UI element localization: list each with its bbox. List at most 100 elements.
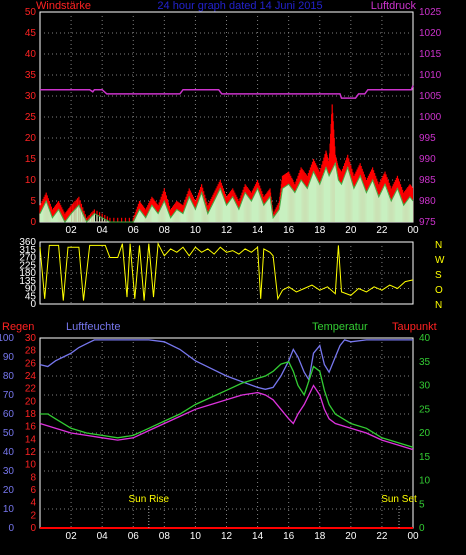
temperature-y-tick: 35 (419, 357, 431, 368)
taupunkt-label: Taupunkt (392, 321, 437, 333)
wind-y-tick: 15 (25, 154, 37, 165)
x-tick-label: 18 (314, 531, 326, 542)
temperature-y-tick: 20 (419, 428, 431, 439)
wind-y-tick: 45 (25, 28, 37, 39)
rain-y-tick: 14 (25, 434, 37, 445)
x-tick-label: 10 (190, 225, 202, 236)
pressure-y-tick: 1010 (419, 70, 442, 81)
direction-y-tick: 270 (19, 253, 36, 264)
rain-y-tick: 28 (25, 346, 37, 357)
rain-y-tick: 22 (25, 384, 37, 395)
humidity-y-tick: 20 (3, 485, 15, 496)
x-tick-label: 16 (283, 531, 295, 542)
wind-y-tick: 35 (25, 70, 37, 81)
humidity-y-tick: 70 (3, 390, 15, 401)
direction-y-tick: 45 (25, 291, 37, 302)
x-tick-label: 06 (128, 225, 140, 236)
pressure-y-tick: 1005 (419, 91, 442, 102)
x-tick-label: 22 (376, 531, 388, 542)
rain-y-tick: 4 (30, 498, 36, 509)
temperatur-label: Temperatur (312, 321, 368, 333)
luftdruck-label: Luftdruck (371, 0, 417, 12)
humidity-y-tick: 0 (8, 523, 14, 534)
temperature-y-tick: 15 (419, 452, 431, 463)
pressure-y-tick: 980 (419, 196, 436, 207)
chart-title: 24 hour graph dated 14 Juni 2015 (157, 0, 322, 12)
temperature-y-tick: 5 (419, 499, 425, 510)
x-tick-label: 00 (407, 531, 419, 542)
x-tick-label: 14 (252, 531, 264, 542)
x-tick-label: 04 (97, 531, 109, 542)
wind-avg-line (39, 161, 414, 223)
rain-y-tick: 30 (25, 333, 37, 344)
humidity-y-tick: 100 (0, 333, 14, 344)
x-tick-label: 18 (314, 225, 326, 236)
direction-y-tick: 225 (19, 260, 36, 271)
humidity-y-tick: 30 (3, 466, 15, 477)
direction-y-tick: 360 (19, 237, 36, 248)
temperature-y-tick: 40 (419, 333, 431, 344)
x-tick-label: 20 (345, 225, 357, 236)
rain-y-tick: 12 (25, 447, 37, 458)
direction-y-tick: 135 (19, 276, 36, 287)
temperature-y-tick: 0 (419, 523, 425, 534)
temperature-y-tick: 10 (419, 476, 431, 487)
compass-letter: N (435, 240, 442, 251)
pressure-y-tick: 1025 (419, 7, 442, 18)
rain-y-tick: 18 (25, 409, 37, 420)
pressure-y-tick: 1015 (419, 49, 442, 60)
wind-direction-line (39, 241, 414, 301)
compass-letter: O (435, 285, 443, 296)
regen-label: Regen (2, 321, 34, 333)
rain-y-tick: 16 (25, 422, 37, 433)
temperature-y-tick: 25 (419, 404, 431, 415)
pressure-y-tick: 1000 (419, 112, 442, 123)
humidity-y-tick: 60 (3, 409, 15, 420)
temperature-y-tick: 30 (419, 381, 431, 392)
humidity-y-tick: 50 (3, 428, 15, 439)
rain-y-tick: 8 (30, 472, 36, 483)
pressure-y-tick: 995 (419, 133, 436, 144)
wind-y-tick: 30 (25, 91, 37, 102)
x-tick-label: 16 (283, 225, 295, 236)
direction-y-tick: 315 (19, 245, 36, 256)
windstaerke-label: Windstärke (36, 0, 91, 12)
wind-y-tick: 25 (25, 112, 37, 123)
pressure-y-tick: 1020 (419, 28, 442, 39)
rain-y-tick: 10 (25, 460, 37, 471)
luftfeuchte-label: Luftfeuchte (66, 321, 120, 333)
x-tick-label: 12 (221, 531, 233, 542)
pressure-y-tick: 990 (419, 154, 436, 165)
humidity-temperature-plot-area (39, 337, 414, 529)
wind-y-tick: 50 (25, 7, 37, 18)
dewpoint-line (39, 384, 414, 451)
compass-letter: N (435, 300, 442, 311)
pressure-line (40, 85, 414, 99)
sun_rise-label: Sun Rise (129, 494, 170, 505)
x-tick-label: 02 (66, 225, 78, 236)
x-tick-label: 22 (376, 225, 388, 236)
x-tick-label: 12 (221, 225, 233, 236)
rain-y-tick: 2 (30, 510, 36, 521)
x-tick-label: 02 (66, 531, 78, 542)
pressure-y-tick: 975 (419, 217, 436, 228)
direction-y-tick: 0 (30, 299, 36, 310)
compass-letter: W (435, 255, 445, 266)
humidity-line (39, 339, 413, 390)
x-tick-label: 14 (252, 225, 264, 236)
x-tick-label: 20 (345, 531, 357, 542)
rain-y-tick: 26 (25, 358, 37, 369)
x-tick-label: 06 (128, 531, 140, 542)
direction-y-tick: 90 (25, 284, 37, 295)
wind-y-tick: 20 (25, 133, 37, 144)
x-tick-label: 04 (97, 225, 109, 236)
x-tick-label: 00 (407, 225, 419, 236)
rain-y-tick: 6 (30, 485, 36, 496)
x-tick-label: 08 (159, 531, 171, 542)
temperature-line (40, 361, 414, 448)
pressure-y-tick: 985 (419, 175, 436, 186)
